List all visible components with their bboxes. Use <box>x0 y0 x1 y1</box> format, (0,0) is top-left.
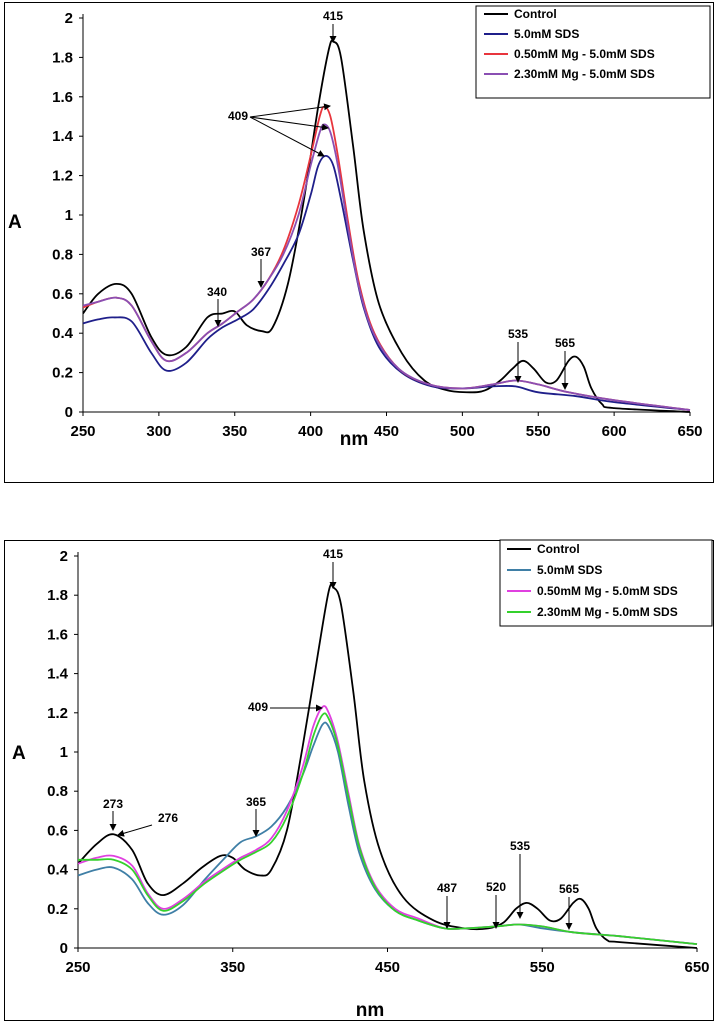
bottom-x-tick-label: 350 <box>220 959 245 976</box>
top-y-tick-label: 0.8 <box>52 246 73 263</box>
bottom-annotation-label: 535 <box>510 839 530 853</box>
top-y-tick-label: 1.6 <box>52 89 73 106</box>
top-x-tick-label: 450 <box>374 423 399 440</box>
top-legend-label: 2.30mM Mg - 5.0mM SDS <box>514 67 655 81</box>
bottom-x-tick-label: 250 <box>65 959 90 976</box>
top-series-line-3 <box>82 105 691 411</box>
top-x-tick-label: 250 <box>70 423 95 440</box>
bottom-series-group <box>77 583 698 949</box>
bottom-legend-label: Control <box>537 542 580 556</box>
top-x-tick-label: 600 <box>602 423 627 440</box>
top-series-line-2 <box>82 155 691 411</box>
bottom-legend-label: 0.50mM Mg - 5.0mM SDS <box>537 584 678 598</box>
top-x-tick-label: 550 <box>526 423 551 440</box>
top-annotation-label: 535 <box>508 327 528 341</box>
bottom-spectrum-chart: 0 0.2 0.4 0.6 0.8 1 1.2 1.4 1.6 1.8 2 250 350 450 550… <box>4 539 714 1021</box>
bottom-axes <box>77 552 697 949</box>
bottom-annotation-label: 409 <box>248 700 268 714</box>
top-y-tick-label: 1.2 <box>52 168 73 185</box>
top-y-tick-label: 1.4 <box>52 128 74 145</box>
bottom-annotation-label: 276 <box>158 811 178 825</box>
top-annotation-arrow <box>249 116 329 131</box>
bottom-x-ticks: 250 350 450 550 650 <box>65 948 710 976</box>
bottom-series-line-2 <box>77 721 698 945</box>
bottom-annotation-label: 415 <box>323 547 343 561</box>
top-chart-frame <box>4 2 714 483</box>
top-x-axis-label: nm <box>340 429 369 450</box>
top-annotation-label: 415 <box>323 9 343 23</box>
bottom-chart-frame <box>4 540 714 1021</box>
bottom-legend-label: 2.30mM Mg - 5.0mM SDS <box>537 605 678 619</box>
top-series-line-4 <box>82 123 691 411</box>
top-y-tick-label: 0.2 <box>52 365 73 382</box>
top-annotation-label: 565 <box>555 336 575 350</box>
bottom-y-tick-label: 2 <box>60 548 68 565</box>
bottom-x-tick-label: 550 <box>530 959 555 976</box>
top-y-tick-label: 1.8 <box>52 49 73 66</box>
top-legend-label: 5.0mM SDS <box>514 27 579 41</box>
bottom-y-tick-label: 1 <box>60 744 68 761</box>
bottom-x-tick-label: 450 <box>375 959 400 976</box>
bottom-annotation-arrow <box>117 824 153 837</box>
top-annotations: 415 409 340 367 535 565 <box>207 9 575 390</box>
top-y-tick-label: 1 <box>65 207 73 224</box>
bottom-series-line-4 <box>78 712 698 945</box>
top-annotation-label: 409 <box>228 109 248 123</box>
bottom-annotation-label: 365 <box>246 795 266 809</box>
top-spectrum-chart: 0 0.2 0.4 0.6 0.8 1 1.2 1.4 1.6 1.8 2 250 300 350 400… <box>4 2 714 483</box>
top-x-ticks: 250 300 350 400 450 500 550 600 650 <box>70 412 703 440</box>
top-legend-label: Control <box>514 7 557 21</box>
bottom-series-line-1 <box>77 583 698 949</box>
top-legend: Control 5.0mM SDS 0.50mM Mg - 5.0mM SDS 2.3… <box>475 5 711 99</box>
bottom-y-tick-label: 0 <box>60 940 68 957</box>
top-y-axis-label: A <box>8 212 22 233</box>
top-legend-label: 0.50mM Mg - 5.0mM SDS <box>514 47 655 61</box>
bottom-annotation-label: 520 <box>486 880 506 894</box>
bottom-y-tick-label: 0.4 <box>47 862 69 879</box>
bottom-y-tick-label: 1.6 <box>47 626 68 643</box>
top-legend-box <box>475 5 711 99</box>
top-x-tick-label: 350 <box>222 423 247 440</box>
top-x-tick-label: 300 <box>146 423 171 440</box>
top-annotation-arrow <box>249 116 325 157</box>
top-y-ticks: 0 0.2 0.4 0.6 0.8 1 1.2 1.4 1.6 1.8 2 <box>52 10 83 421</box>
top-series-group <box>82 39 691 413</box>
bottom-annotation-label: 565 <box>559 882 579 896</box>
top-series-line-1 <box>82 39 691 413</box>
top-annotation-label: 340 <box>207 285 227 299</box>
bottom-y-tick-label: 0.2 <box>47 901 68 918</box>
bottom-legend: Control 5.0mM SDS 0.50mM Mg - 5.0mM SDS 2.3… <box>499 539 713 627</box>
top-y-tick-label: 0.6 <box>52 286 73 303</box>
bottom-y-axis-label: A <box>12 743 26 764</box>
top-x-tick-label: 500 <box>450 423 475 440</box>
top-y-tick-label: 0.4 <box>52 325 74 342</box>
bottom-legend-label: 5.0mM SDS <box>537 563 602 577</box>
bottom-y-ticks: 0 0.2 0.4 0.6 0.8 1 1.2 1.4 1.6 1.8 2 <box>47 548 78 957</box>
bottom-y-tick-label: 1.4 <box>47 666 69 683</box>
bottom-y-tick-label: 0.6 <box>47 822 68 839</box>
bottom-annotations: 415 409 273 276 365 487 520 535 565 <box>103 547 579 930</box>
bottom-x-axis-label: nm <box>356 1000 385 1021</box>
bottom-legend-box <box>499 539 713 627</box>
top-x-tick-label: 400 <box>298 423 323 440</box>
top-y-tick-label: 2 <box>65 10 73 27</box>
top-x-tick-label: 650 <box>677 423 702 440</box>
top-chart-panel: 0 0.2 0.4 0.6 0.8 1 1.2 1.4 1.6 1.8 2 250 300 350 400… <box>0 0 720 486</box>
bottom-annotation-label: 273 <box>103 797 123 811</box>
top-y-tick-label: 0 <box>65 404 73 421</box>
top-annotation-label: 367 <box>251 245 271 259</box>
bottom-y-tick-label: 1.2 <box>47 705 68 722</box>
bottom-annotation-label: 487 <box>437 881 457 895</box>
bottom-x-tick-label: 650 <box>684 959 709 976</box>
bottom-y-tick-label: 0.8 <box>47 783 68 800</box>
top-axes <box>82 14 690 413</box>
bottom-y-tick-label: 1.8 <box>47 587 68 604</box>
top-annotation-arrow <box>249 103 331 118</box>
bottom-chart-panel: 0 0.2 0.4 0.6 0.8 1 1.2 1.4 1.6 1.8 2 250 350 450 550… <box>0 538 720 1024</box>
